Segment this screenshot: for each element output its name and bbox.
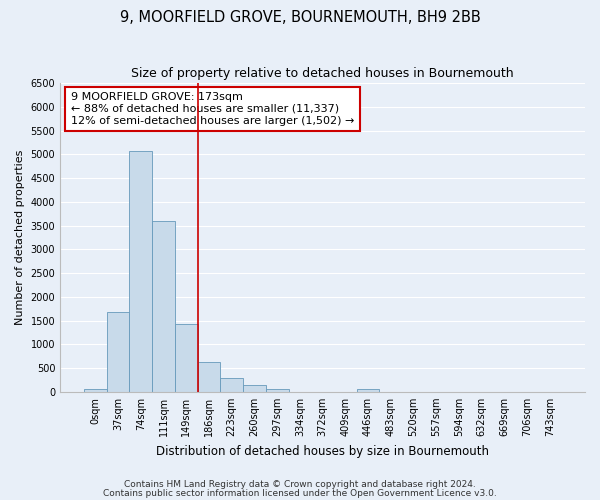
Bar: [266, 390, 289, 392]
Text: 9 MOORFIELD GROVE: 173sqm
← 88% of detached houses are smaller (11,337)
12% of s: 9 MOORFIELD GROVE: 173sqm ← 88% of detac…: [71, 92, 354, 126]
Bar: [84, 390, 107, 392]
Text: 9, MOORFIELD GROVE, BOURNEMOUTH, BH9 2BB: 9, MOORFIELD GROVE, BOURNEMOUTH, BH9 2BB: [119, 10, 481, 25]
Y-axis label: Number of detached properties: Number of detached properties: [15, 150, 25, 325]
Text: Contains HM Land Registry data © Crown copyright and database right 2024.: Contains HM Land Registry data © Crown c…: [124, 480, 476, 489]
Bar: [130, 150, 152, 392]
Title: Size of property relative to detached houses in Bournemouth: Size of property relative to detached ho…: [131, 68, 514, 80]
Bar: [152, 221, 175, 392]
Bar: [197, 362, 220, 392]
Bar: [243, 385, 266, 392]
Bar: [356, 390, 379, 392]
Bar: [220, 378, 243, 392]
X-axis label: Distribution of detached houses by size in Bournemouth: Distribution of detached houses by size …: [156, 444, 489, 458]
Bar: [107, 312, 130, 392]
Bar: [175, 324, 197, 392]
Text: Contains public sector information licensed under the Open Government Licence v3: Contains public sector information licen…: [103, 489, 497, 498]
